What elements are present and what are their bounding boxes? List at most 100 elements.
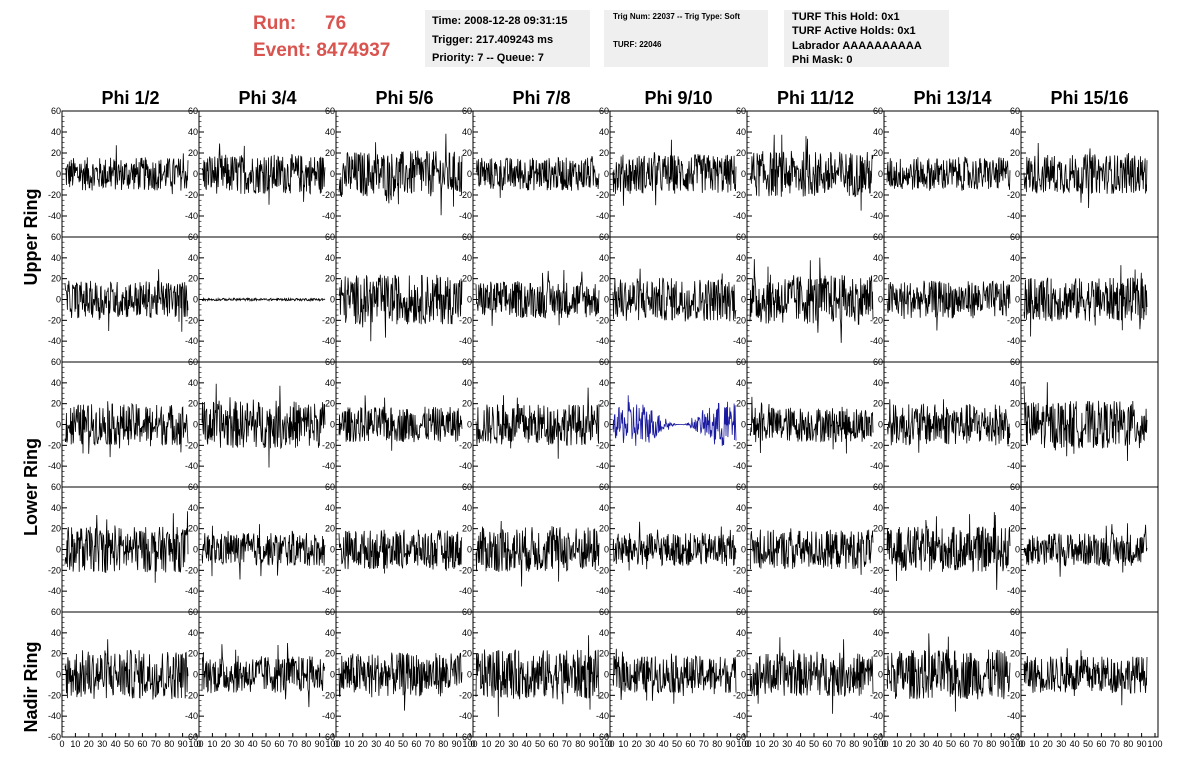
y-tick-label: 0 [193, 545, 198, 555]
waveform-trace [886, 512, 1011, 590]
y-tick-label: 40 [873, 127, 883, 137]
x-tick-label: 20 [632, 739, 642, 749]
y-tick-label: 20 [1010, 524, 1020, 534]
y-tick-label: 0 [741, 295, 746, 305]
x-tick-label: 60 [1096, 739, 1106, 749]
y-tick-label: 60 [1010, 607, 1020, 617]
y-tick-label: -40 [1007, 711, 1020, 721]
y-tick-label: 20 [599, 399, 609, 409]
y-tick-label: 60 [736, 106, 746, 116]
waveform-trace [201, 143, 326, 205]
y-tick-label: 40 [1010, 628, 1020, 638]
x-tick-label: 50 [398, 739, 408, 749]
turf-info-box: TURF This Hold: 0x1 TURF Active Holds: 0… [784, 10, 949, 67]
y-tick-label: 60 [188, 607, 198, 617]
y-tick-label: -20 [185, 690, 198, 700]
x-tick-label: 30 [919, 739, 929, 749]
y-tick-label: -20 [459, 690, 472, 700]
x-tick-label: 40 [248, 739, 258, 749]
time-text: Time: 2008-12-28 09:31:15 [432, 15, 568, 27]
x-tick-label: 0 [333, 739, 338, 749]
x-tick-label: 20 [221, 739, 231, 749]
waveform-trace [749, 134, 874, 211]
waveform-trace [1023, 523, 1148, 577]
y-tick-label: -20 [733, 565, 746, 575]
run-value: 76 [325, 13, 347, 34]
y-tick-label: 40 [325, 127, 335, 137]
x-tick-label: 30 [645, 739, 655, 749]
y-tick-label: 40 [599, 378, 609, 388]
x-tick-label: 90 [1137, 739, 1147, 749]
y-tick-label: -60 [733, 732, 746, 742]
y-tick-label: -40 [322, 336, 335, 346]
y-tick-label: 0 [604, 295, 609, 305]
y-tick-label: -20 [48, 565, 61, 575]
row-label: Lower Ring [21, 438, 41, 536]
x-tick-label: 60 [822, 739, 832, 749]
y-tick-label: 0 [741, 169, 746, 179]
y-tick-label: 60 [325, 607, 335, 617]
y-tick-label: -40 [870, 211, 883, 221]
y-tick-label: 40 [736, 628, 746, 638]
y-tick-label: 40 [462, 378, 472, 388]
y-tick-label: -20 [733, 690, 746, 700]
y-tick-label: -40 [733, 336, 746, 346]
y-tick-label: 40 [325, 503, 335, 513]
run-line: Run: 76 [253, 10, 390, 37]
y-tick-label: 20 [51, 649, 61, 659]
y-tick-label: 40 [599, 253, 609, 263]
y-tick-label: 40 [188, 253, 198, 263]
y-tick-label: 0 [878, 169, 883, 179]
waveform-trace [475, 520, 600, 587]
x-tick-label: 10 [755, 739, 765, 749]
waveform-trace [338, 133, 463, 216]
y-tick-label: 20 [462, 524, 472, 534]
waveform-trace [1023, 382, 1148, 462]
y-tick-label: -60 [459, 732, 472, 742]
y-tick-label: 20 [1010, 148, 1020, 158]
y-tick-label: -20 [596, 565, 609, 575]
x-tick-label: 50 [535, 739, 545, 749]
x-tick-label: 0 [196, 739, 201, 749]
y-tick-label: 20 [599, 274, 609, 284]
x-tick-label: 10 [70, 739, 80, 749]
y-tick-label: 60 [599, 106, 609, 116]
y-tick-label: 60 [736, 607, 746, 617]
y-tick-label: -40 [596, 586, 609, 596]
x-tick-label: 0 [1018, 739, 1023, 749]
y-tick-label: -40 [1007, 211, 1020, 221]
x-tick-label: 10 [1029, 739, 1039, 749]
y-tick-label: 20 [325, 524, 335, 534]
waveform-trace [64, 401, 189, 458]
y-tick-label: 60 [188, 106, 198, 116]
y-tick-label: 40 [736, 253, 746, 263]
x-tick-label: 20 [495, 739, 505, 749]
y-tick-label: -40 [48, 461, 61, 471]
y-tick-label: -40 [870, 711, 883, 721]
y-tick-label: 60 [873, 482, 883, 492]
y-tick-label: -40 [596, 211, 609, 221]
y-tick-label: 20 [462, 399, 472, 409]
x-tick-label: 100 [325, 739, 340, 749]
y-tick-label: -20 [870, 315, 883, 325]
y-tick-label: -60 [596, 732, 609, 742]
y-tick-label: 20 [325, 649, 335, 659]
y-tick-label: 40 [736, 127, 746, 137]
y-tick-label: 0 [467, 420, 472, 430]
y-tick-label: 40 [51, 378, 61, 388]
y-tick-label: 40 [462, 253, 472, 263]
y-tick-label: -20 [322, 565, 335, 575]
y-tick-label: 40 [51, 628, 61, 638]
y-tick-label: 0 [1015, 420, 1020, 430]
y-tick-label: -40 [185, 211, 198, 221]
y-tick-label: -40 [459, 586, 472, 596]
y-tick-label: 0 [1015, 295, 1020, 305]
y-tick-label: 20 [873, 148, 883, 158]
y-tick-label: 20 [462, 274, 472, 284]
x-tick-label: 60 [548, 739, 558, 749]
waveform-trace [1023, 142, 1148, 209]
turf-active-holds-text: TURF Active Holds: 0x1 [792, 25, 916, 38]
y-tick-label: 0 [604, 420, 609, 430]
waveform-trace [201, 383, 326, 468]
y-tick-label: 20 [325, 148, 335, 158]
